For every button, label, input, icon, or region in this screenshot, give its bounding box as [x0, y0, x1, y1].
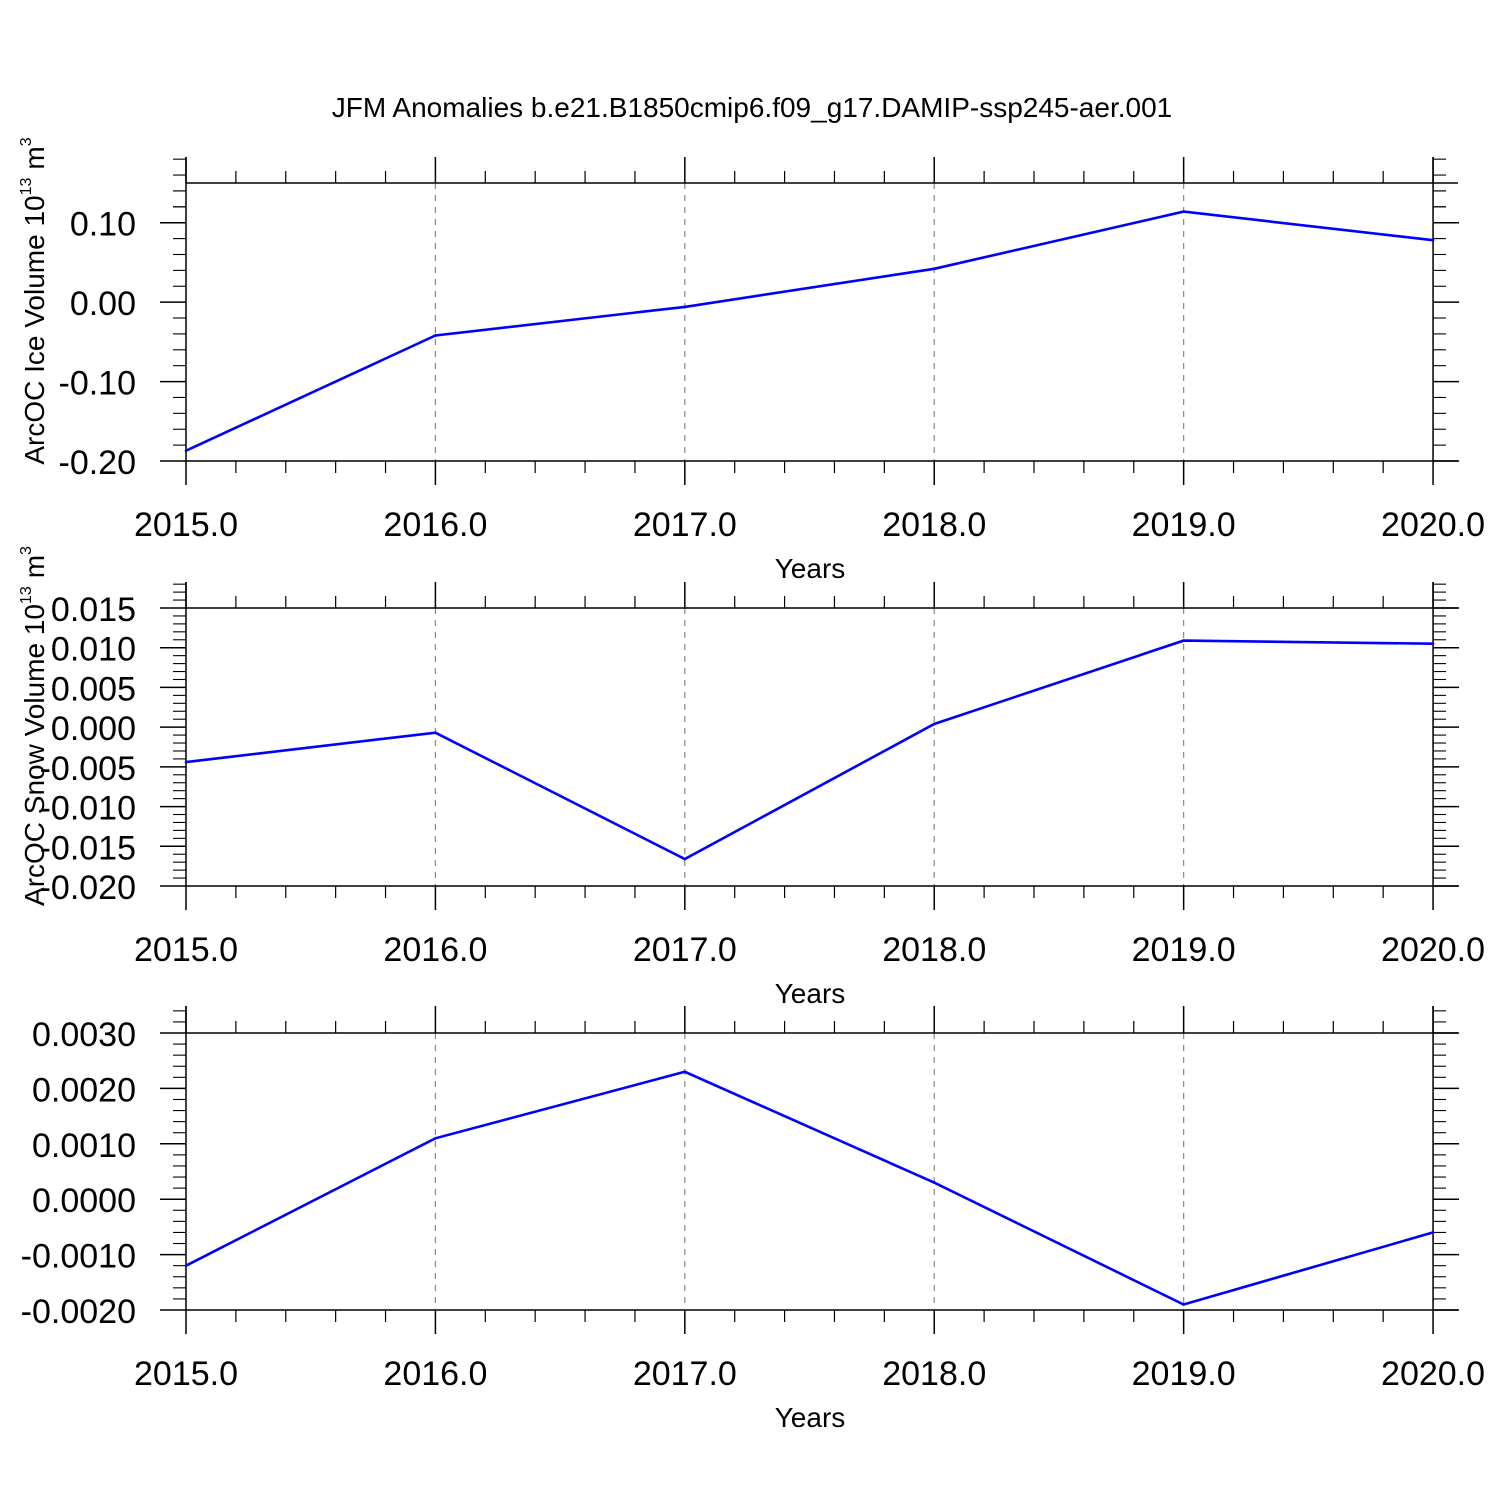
data-point — [932, 722, 936, 726]
figure-title: JFM Anomalies b.e21.B1850cmip6.f09_g17.D… — [332, 92, 1172, 123]
data-point — [434, 334, 437, 337]
data-point — [683, 1070, 687, 1074]
x-tick-label: 2018.0 — [882, 506, 986, 544]
x-tick-label: 2020.0 — [1381, 1355, 1485, 1393]
y-tick-label: 0.015 — [51, 591, 136, 629]
y-axis-label-unit: m — [19, 146, 50, 169]
data-point — [434, 1136, 437, 1140]
y-tick-label: -0.0020 — [21, 1293, 136, 1331]
y-tick-label: 0.0010 — [32, 1127, 136, 1165]
x-tick-label: 2017.0 — [633, 506, 737, 544]
y-tick-label: 0.00 — [70, 285, 136, 323]
y-tick-label: 0.0030 — [32, 1016, 136, 1054]
y-tick-label: 0.005 — [51, 670, 136, 708]
x-tick-label: 2018.0 — [882, 1355, 986, 1393]
y-axis-label-exponent: 13 — [18, 586, 35, 604]
x-tick-label: 2017.0 — [633, 931, 737, 969]
data-point — [683, 857, 687, 861]
y-axis-label-text: ArcOC Ice Volume 10 — [19, 195, 50, 464]
x-tick-label: 2015.0 — [134, 506, 238, 544]
y-tick-label: 0.10 — [70, 206, 136, 244]
data-point — [1182, 639, 1185, 642]
series-line — [185, 210, 1434, 452]
data-point — [1431, 238, 1435, 242]
y-tick-label: -0.005 — [40, 750, 136, 788]
data-point — [184, 1264, 188, 1267]
x-tick-label: 2017.0 — [633, 1355, 737, 1393]
y-tick-label: 0.0020 — [32, 1071, 136, 1109]
chart-panel-1: -0.20 -0.10 0.00 0.10 2015.0 2016.0 2017.0 2018… — [18, 137, 1485, 584]
series-line — [185, 639, 1434, 861]
data-point — [683, 305, 687, 309]
x-tick-label: 2015.0 — [134, 931, 238, 969]
data-point — [932, 1181, 936, 1184]
y-tick-label: -0.20 — [59, 444, 137, 482]
data-point — [1431, 1231, 1435, 1234]
data-point — [1182, 1303, 1185, 1306]
y-axis-label-unit-exponent: 3 — [18, 137, 35, 146]
x-axis-label: Years — [775, 1402, 846, 1433]
y-tick-label: -0.015 — [40, 829, 136, 867]
y-axis-label: ArcOC Snow Volume 1013 m3 — [18, 546, 50, 906]
data-point — [434, 731, 437, 735]
x-tick-label: 2020.0 — [1381, 931, 1485, 969]
x-tick-label: 2018.0 — [882, 931, 986, 969]
chart-panel-2: -0.020-0.015-0.010-0.0050.0000.0050.0100… — [18, 546, 1485, 1009]
y-axis-label-unit-exponent: 3 — [18, 546, 35, 555]
data-point — [184, 449, 188, 452]
x-tick-label: 2016.0 — [383, 1355, 487, 1393]
y-tick-label: -0.010 — [40, 790, 136, 828]
x-tick-label: 2016.0 — [383, 931, 487, 969]
y-tick-label: -0.10 — [59, 365, 137, 403]
y-tick-label: -0.0010 — [21, 1238, 136, 1276]
series-line — [185, 1070, 1434, 1306]
x-axis-label: Years — [775, 553, 846, 584]
x-tick-label: 2016.0 — [383, 506, 487, 544]
data-point — [1431, 642, 1435, 646]
chart-panel-3: -0.0020 -0.0010 0.0000 0.0010 0.0020 0.0030 20… — [21, 1006, 1485, 1433]
x-tick-label: 2015.0 — [134, 1355, 238, 1393]
y-axis-label-text: ArcOC Snow Volume 10 — [19, 604, 50, 906]
x-tick-label: 2019.0 — [1132, 506, 1236, 544]
y-tick-label: 0.000 — [51, 710, 136, 748]
y-tick-label: -0.020 — [40, 869, 136, 907]
data-point — [1182, 210, 1185, 213]
y-axis-label: ArcOC Ice Volume 1013 m3 — [18, 137, 50, 464]
panels: -0.20 -0.10 0.00 0.10 2015.0 2016.0 2017.0 2018… — [18, 137, 1485, 1433]
x-tick-label: 2020.0 — [1381, 506, 1485, 544]
x-tick-label: 2019.0 — [1132, 1355, 1236, 1393]
y-axis-label-unit: m — [19, 555, 50, 578]
y-axis-label-exponent: 13 — [18, 178, 35, 196]
y-tick-label: 0.010 — [51, 631, 136, 669]
x-axis-label: Years — [775, 978, 846, 1009]
y-tick-label: 0.0000 — [32, 1182, 136, 1220]
x-tick-label: 2019.0 — [1132, 931, 1236, 969]
data-point — [184, 760, 188, 764]
data-point — [932, 267, 936, 271]
